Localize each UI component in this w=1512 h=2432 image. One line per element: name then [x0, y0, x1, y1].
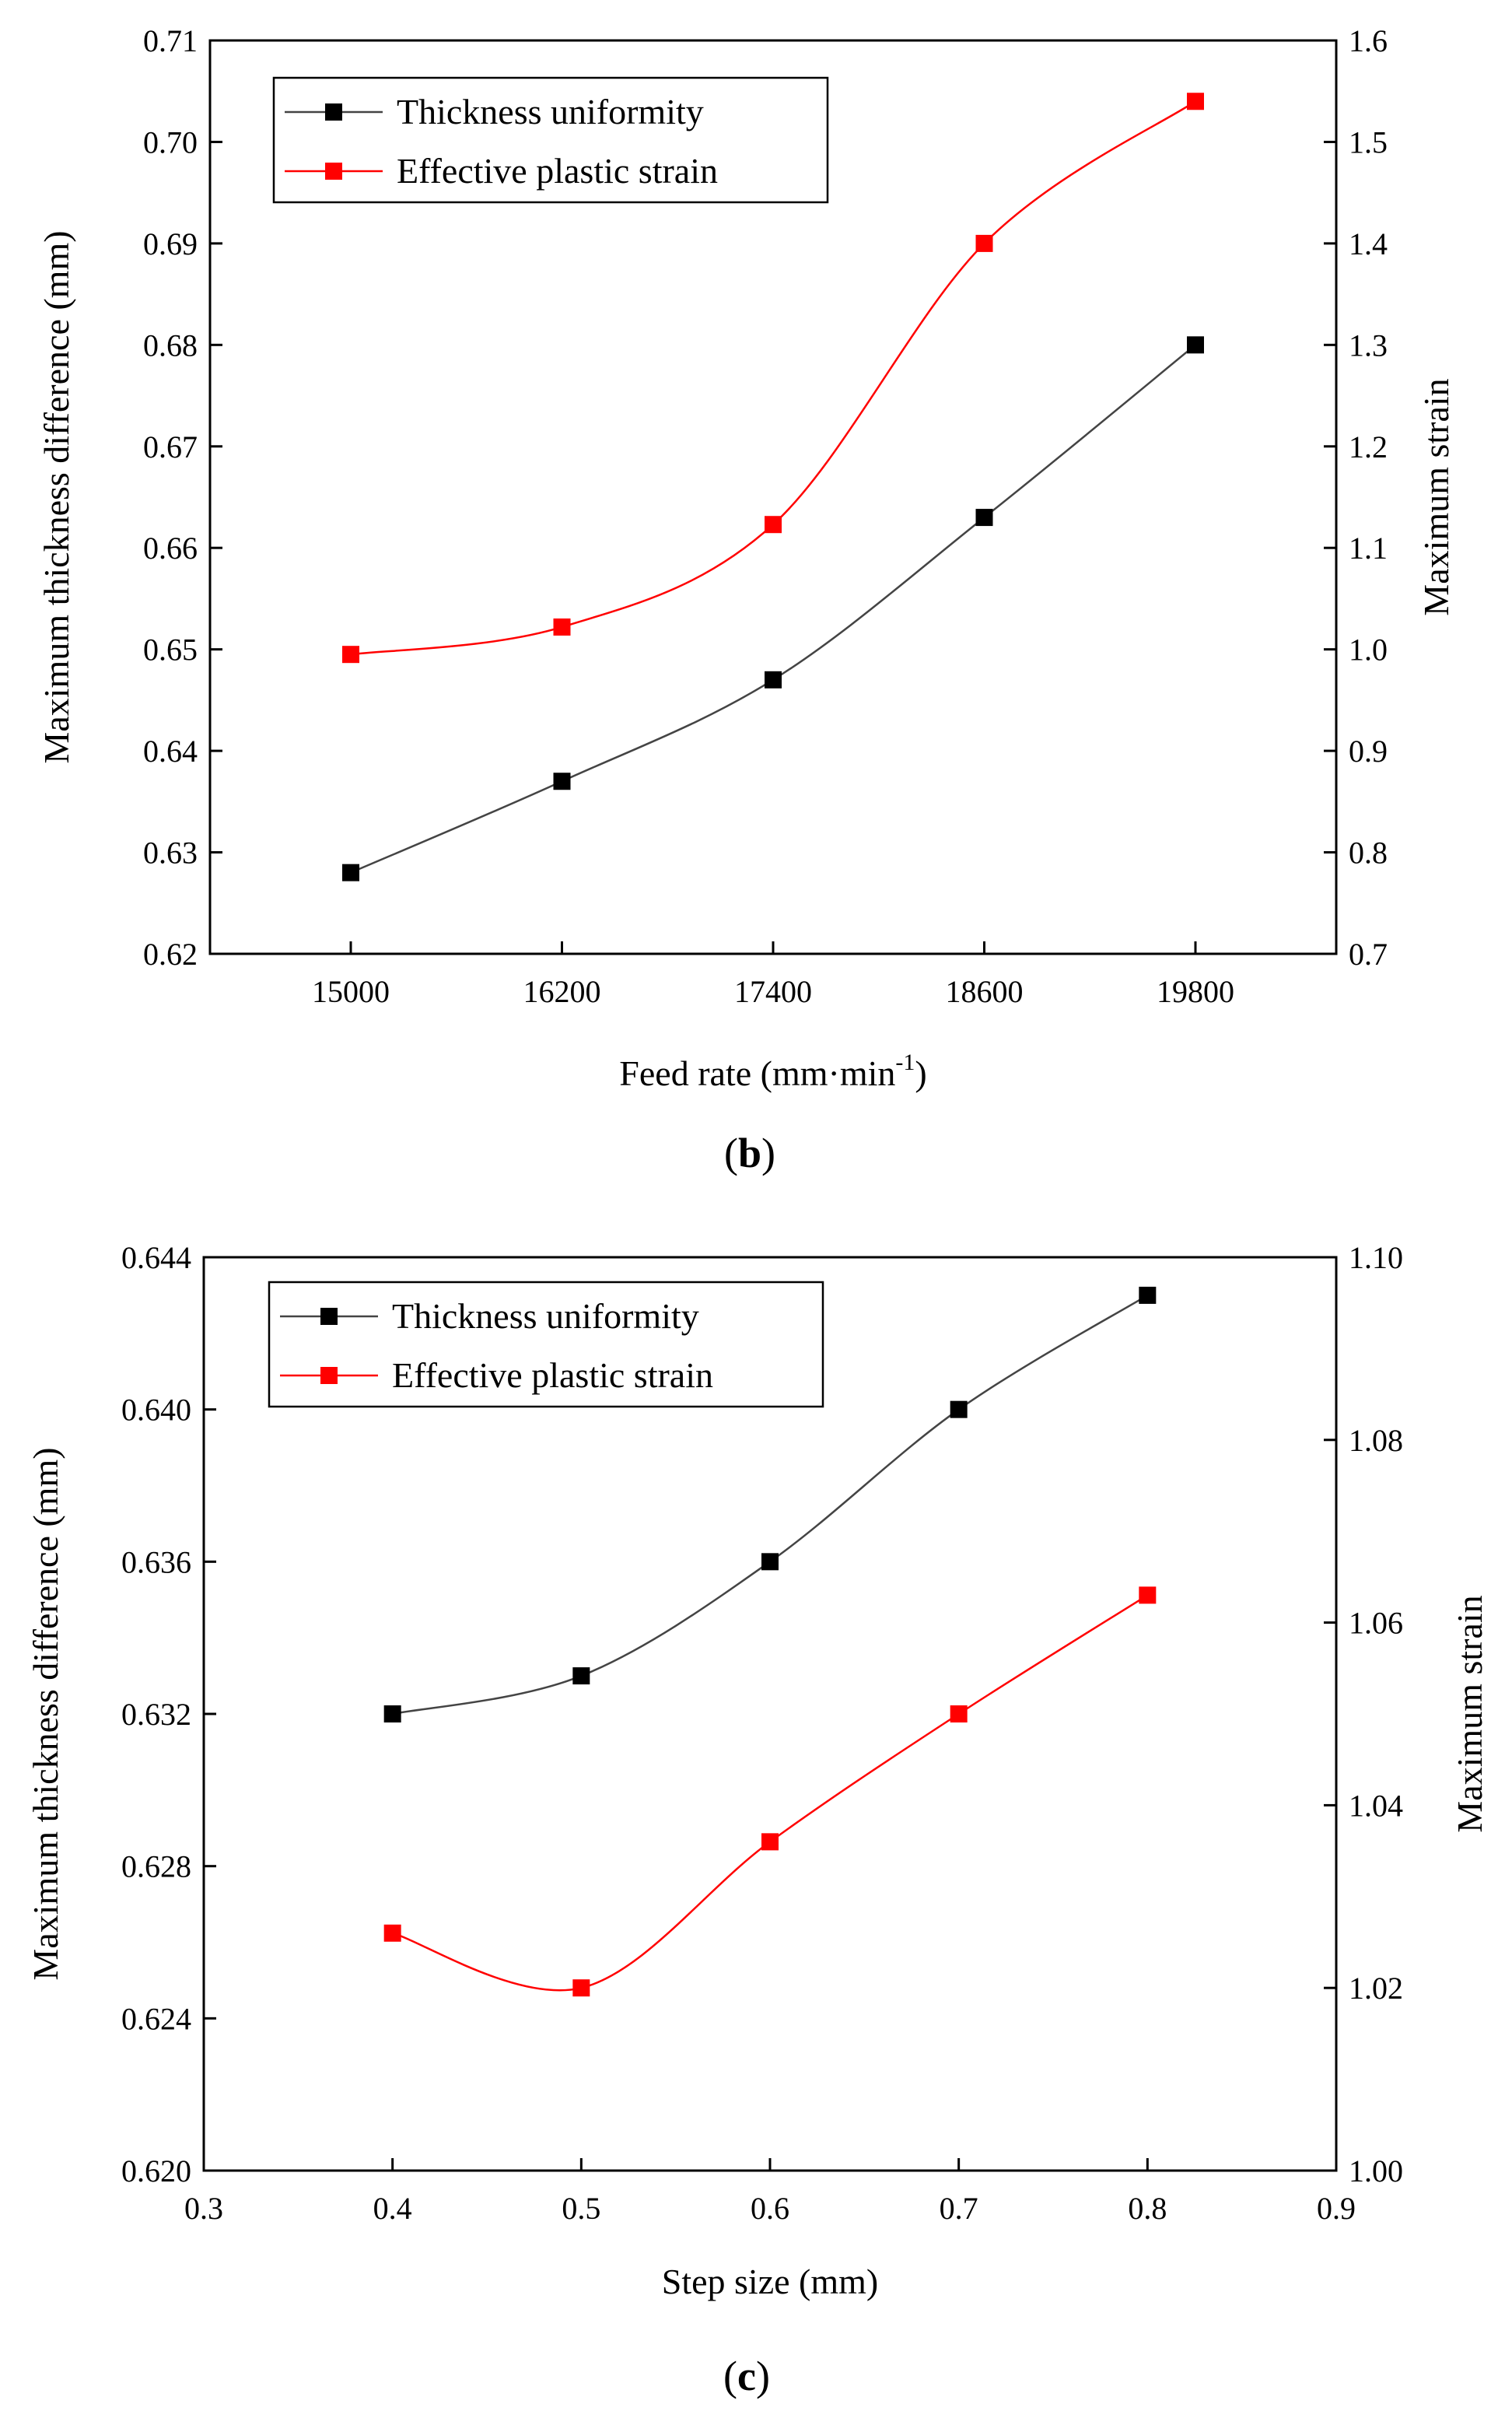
series-line-thickness-uniformity — [350, 344, 1196, 874]
y2-tick-label: 1.02 — [1349, 1971, 1403, 2006]
legend-marker — [325, 163, 342, 180]
x-tick-label: 15000 — [312, 974, 390, 1009]
y-tick-label: 0.67 — [143, 429, 198, 464]
panel-label-close: ) — [756, 2353, 770, 2399]
x-axis-label: Feed rate (mm·min-1) — [619, 1050, 926, 1093]
legend-marker — [325, 103, 342, 121]
data-point — [1187, 336, 1204, 354]
y-tick-label: 0.63 — [143, 836, 198, 871]
data-point — [1139, 1586, 1157, 1604]
y2-tick-label: 0.7 — [1349, 937, 1388, 972]
data-point — [342, 646, 359, 664]
y2-axis-label: Maximum strain — [1416, 378, 1456, 615]
y-tick-label: 0.636 — [121, 1544, 191, 1579]
y2-tick-label: 1.06 — [1349, 1606, 1403, 1641]
series-line-effective-plastic-strain — [350, 100, 1196, 656]
data-point — [1139, 1286, 1157, 1304]
y2-tick-label: 0.8 — [1349, 836, 1388, 871]
x-axis-label: Step size (mm) — [662, 2262, 879, 2301]
y-axis-label: Maximum thickness difference (mm) — [26, 1447, 65, 1980]
data-point — [761, 1553, 779, 1571]
series-line-effective-plastic-strain — [392, 1594, 1148, 1992]
y2-tick-label: 1.1 — [1349, 531, 1388, 566]
data-point — [572, 1979, 590, 1997]
panel-label-close: ) — [761, 1130, 775, 1176]
data-point — [975, 234, 993, 252]
data-point — [553, 618, 571, 636]
legend: Thickness uniformity Effective plastic st… — [272, 76, 829, 204]
y-tick-label: 0.628 — [121, 1849, 191, 1884]
data-point — [765, 671, 782, 689]
x-tick-label: 19800 — [1157, 974, 1234, 1009]
panel-label-open: ( — [723, 2353, 737, 2399]
panel-label: (b) — [724, 1130, 775, 1176]
y-tick-label: 0.62 — [143, 937, 198, 972]
x-axis-label-tail: ) — [915, 1053, 926, 1093]
y2-tick-label: 1.0 — [1349, 633, 1388, 668]
y-tick-label: 0.66 — [143, 531, 198, 566]
y2-tick-label: 1.10 — [1349, 1240, 1403, 1275]
x-tick-label: 0.9 — [1317, 2191, 1356, 2226]
data-point — [572, 1667, 590, 1685]
data-point — [950, 1705, 968, 1722]
y2-tick-label: 1.5 — [1349, 124, 1388, 159]
y-tick-label: 0.70 — [143, 124, 198, 159]
legend-label: Thickness uniformity — [397, 92, 704, 131]
legend-label: Effective plastic strain — [397, 151, 718, 191]
y2-tick-label: 1.00 — [1349, 2153, 1403, 2188]
x-tick-label: 0.5 — [562, 2191, 600, 2226]
x-tick-label: 0.4 — [373, 2191, 412, 2226]
data-point — [950, 1400, 968, 1418]
y2-tick-label: 1.3 — [1349, 328, 1388, 363]
y-axis-label: Maximum thickness difference (mm) — [37, 230, 76, 763]
x-tick-label: 0.6 — [751, 2191, 789, 2226]
data-point — [761, 1833, 779, 1851]
legend: Thickness uniformity Effective plastic st… — [268, 1281, 824, 1408]
y2-tick-label: 1.08 — [1349, 1423, 1403, 1458]
x-tick-label: 16200 — [523, 974, 601, 1009]
legend-marker — [320, 1308, 338, 1325]
y-tick-label: 0.620 — [121, 2153, 191, 2188]
legend-label: Effective plastic strain — [392, 1355, 713, 1395]
y-tick-label: 0.644 — [121, 1240, 191, 1275]
x-tick-label: 17400 — [734, 974, 812, 1009]
chart-panel-b: 15000 16200 17400 18600 19800 0.62 0.63 0.64 0.6… — [37, 23, 1456, 1176]
y-tick-label: 0.640 — [121, 1393, 191, 1428]
y2-tick-label: 1.6 — [1349, 23, 1388, 58]
legend-label: Thickness uniformity — [392, 1296, 699, 1336]
y-tick-label: 0.68 — [143, 328, 198, 363]
data-point — [383, 1924, 401, 1942]
data-point — [553, 773, 571, 790]
y2-tick-label: 1.04 — [1349, 1788, 1403, 1823]
panel-label: (c) — [723, 2353, 770, 2399]
panel-label-letter: c — [737, 2353, 756, 2399]
data-point — [975, 509, 993, 527]
y-tick-label: 0.632 — [121, 1697, 191, 1732]
legend-marker — [320, 1367, 338, 1384]
y2-tick-label: 1.2 — [1349, 429, 1388, 464]
y-tick-label: 0.69 — [143, 226, 198, 261]
legend-box — [272, 76, 829, 204]
y-tick-label: 0.624 — [121, 2001, 191, 2036]
chart-panel-c: 0.3 0.4 0.5 0.6 0.7 0.8 0.9 0.620 0.624 0.628 0.63… — [26, 1240, 1489, 2399]
panel-label-open: ( — [724, 1130, 738, 1176]
data-point — [1187, 93, 1204, 110]
y-tick-label: 0.65 — [143, 633, 198, 668]
y2-tick-label: 0.9 — [1349, 734, 1388, 769]
x-tick-label: 0.3 — [184, 2191, 223, 2226]
x-tick-label: 18600 — [946, 974, 1024, 1009]
panel-label-letter: b — [738, 1130, 761, 1176]
y-tick-label: 0.71 — [143, 23, 198, 58]
y2-axis-label: Maximum strain — [1450, 1595, 1489, 1832]
y2-tick-label: 1.4 — [1349, 226, 1388, 261]
data-point — [342, 864, 359, 881]
legend-box — [268, 1281, 824, 1408]
data-point — [383, 1705, 401, 1722]
x-tick-label: 0.8 — [1128, 2191, 1167, 2226]
x-tick-label: 0.7 — [940, 2191, 978, 2226]
x-axis-label-superscript: -1 — [895, 1050, 915, 1075]
y-tick-label: 0.64 — [143, 734, 198, 769]
data-point — [765, 516, 782, 534]
